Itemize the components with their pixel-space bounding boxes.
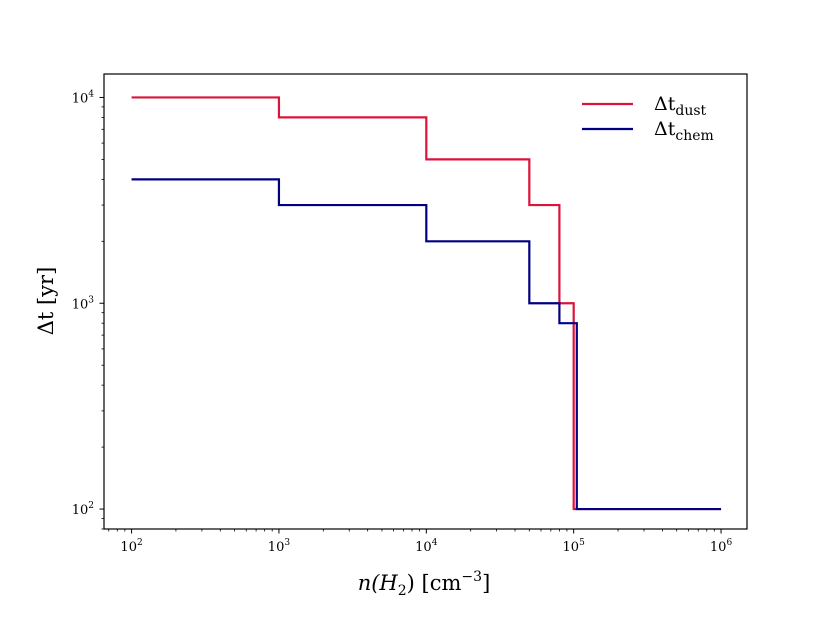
series-line-dust <box>131 96 722 511</box>
legend-label-dust: Δtdust <box>654 93 707 119</box>
x-axis-label: n(H2) [cm−3] <box>358 569 491 599</box>
y-tick-label: 104 <box>72 89 95 106</box>
y-tick-label: 102 <box>72 501 94 518</box>
x-tick-label: 103 <box>268 538 291 555</box>
x-tick-label: 106 <box>710 538 733 555</box>
x-tick-label: 104 <box>415 538 438 555</box>
x-tick-label: 105 <box>563 538 586 555</box>
y-tick-label: 103 <box>72 295 95 312</box>
series-layer <box>131 96 722 511</box>
x-tick-label: 102 <box>120 538 142 555</box>
plot-frame <box>103 73 748 530</box>
y-axis-label: Δt [yr] <box>34 267 58 336</box>
major-ticks: 102 103 104 105 106 102 103 104 <box>72 89 733 555</box>
series-line-chem <box>131 178 722 511</box>
minor-ticks <box>101 106 715 532</box>
legend-label-chem: Δtchem <box>654 118 714 144</box>
